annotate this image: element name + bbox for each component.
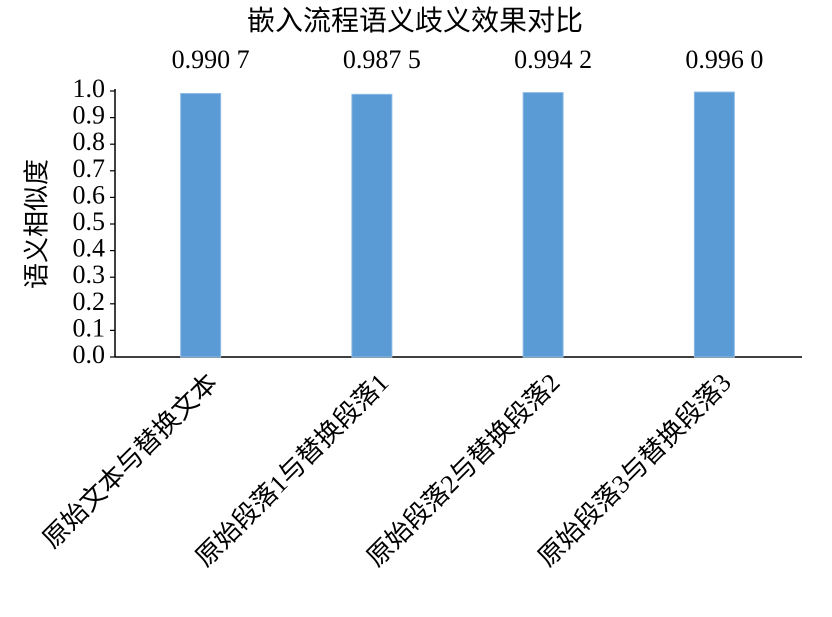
y-axis-label: 语义相似度 (23, 159, 53, 289)
y-tick-label: 0.1 (73, 313, 106, 342)
value-label: 0.996 0 (685, 45, 763, 74)
x-tick-label: 原始段落3与替换段落3 (532, 368, 736, 572)
bar (180, 92, 222, 358)
value-label: 0.994 2 (514, 45, 592, 74)
y-tick-label: 0.2 (73, 287, 106, 316)
value-label: 0.987 5 (343, 45, 421, 74)
y-tick-label: 0.6 (73, 180, 106, 209)
x-tick-label: 原始段落1与替换段落1 (190, 368, 394, 572)
chart-title: 嵌入流程语义歧义效果对比 (247, 4, 583, 37)
y-tick-label: 0.8 (73, 127, 106, 156)
y-tick-label: 0.4 (73, 234, 106, 263)
bar (693, 91, 735, 358)
y-tick-label: 0.0 (73, 340, 106, 369)
x-tick-label: 原始文本与替换文本 (37, 368, 223, 554)
bar (351, 93, 393, 358)
y-tick-label: 1.0 (73, 74, 106, 103)
y-tick-label: 0.7 (73, 154, 106, 183)
x-tick-label: 原始段落2与替换段落2 (361, 368, 565, 572)
value-label: 0.990 7 (172, 45, 250, 74)
y-tick-label: 0.9 (73, 101, 106, 130)
bar (522, 92, 564, 358)
y-tick-label: 0.5 (73, 207, 106, 236)
y-tick-label: 0.3 (73, 260, 106, 289)
